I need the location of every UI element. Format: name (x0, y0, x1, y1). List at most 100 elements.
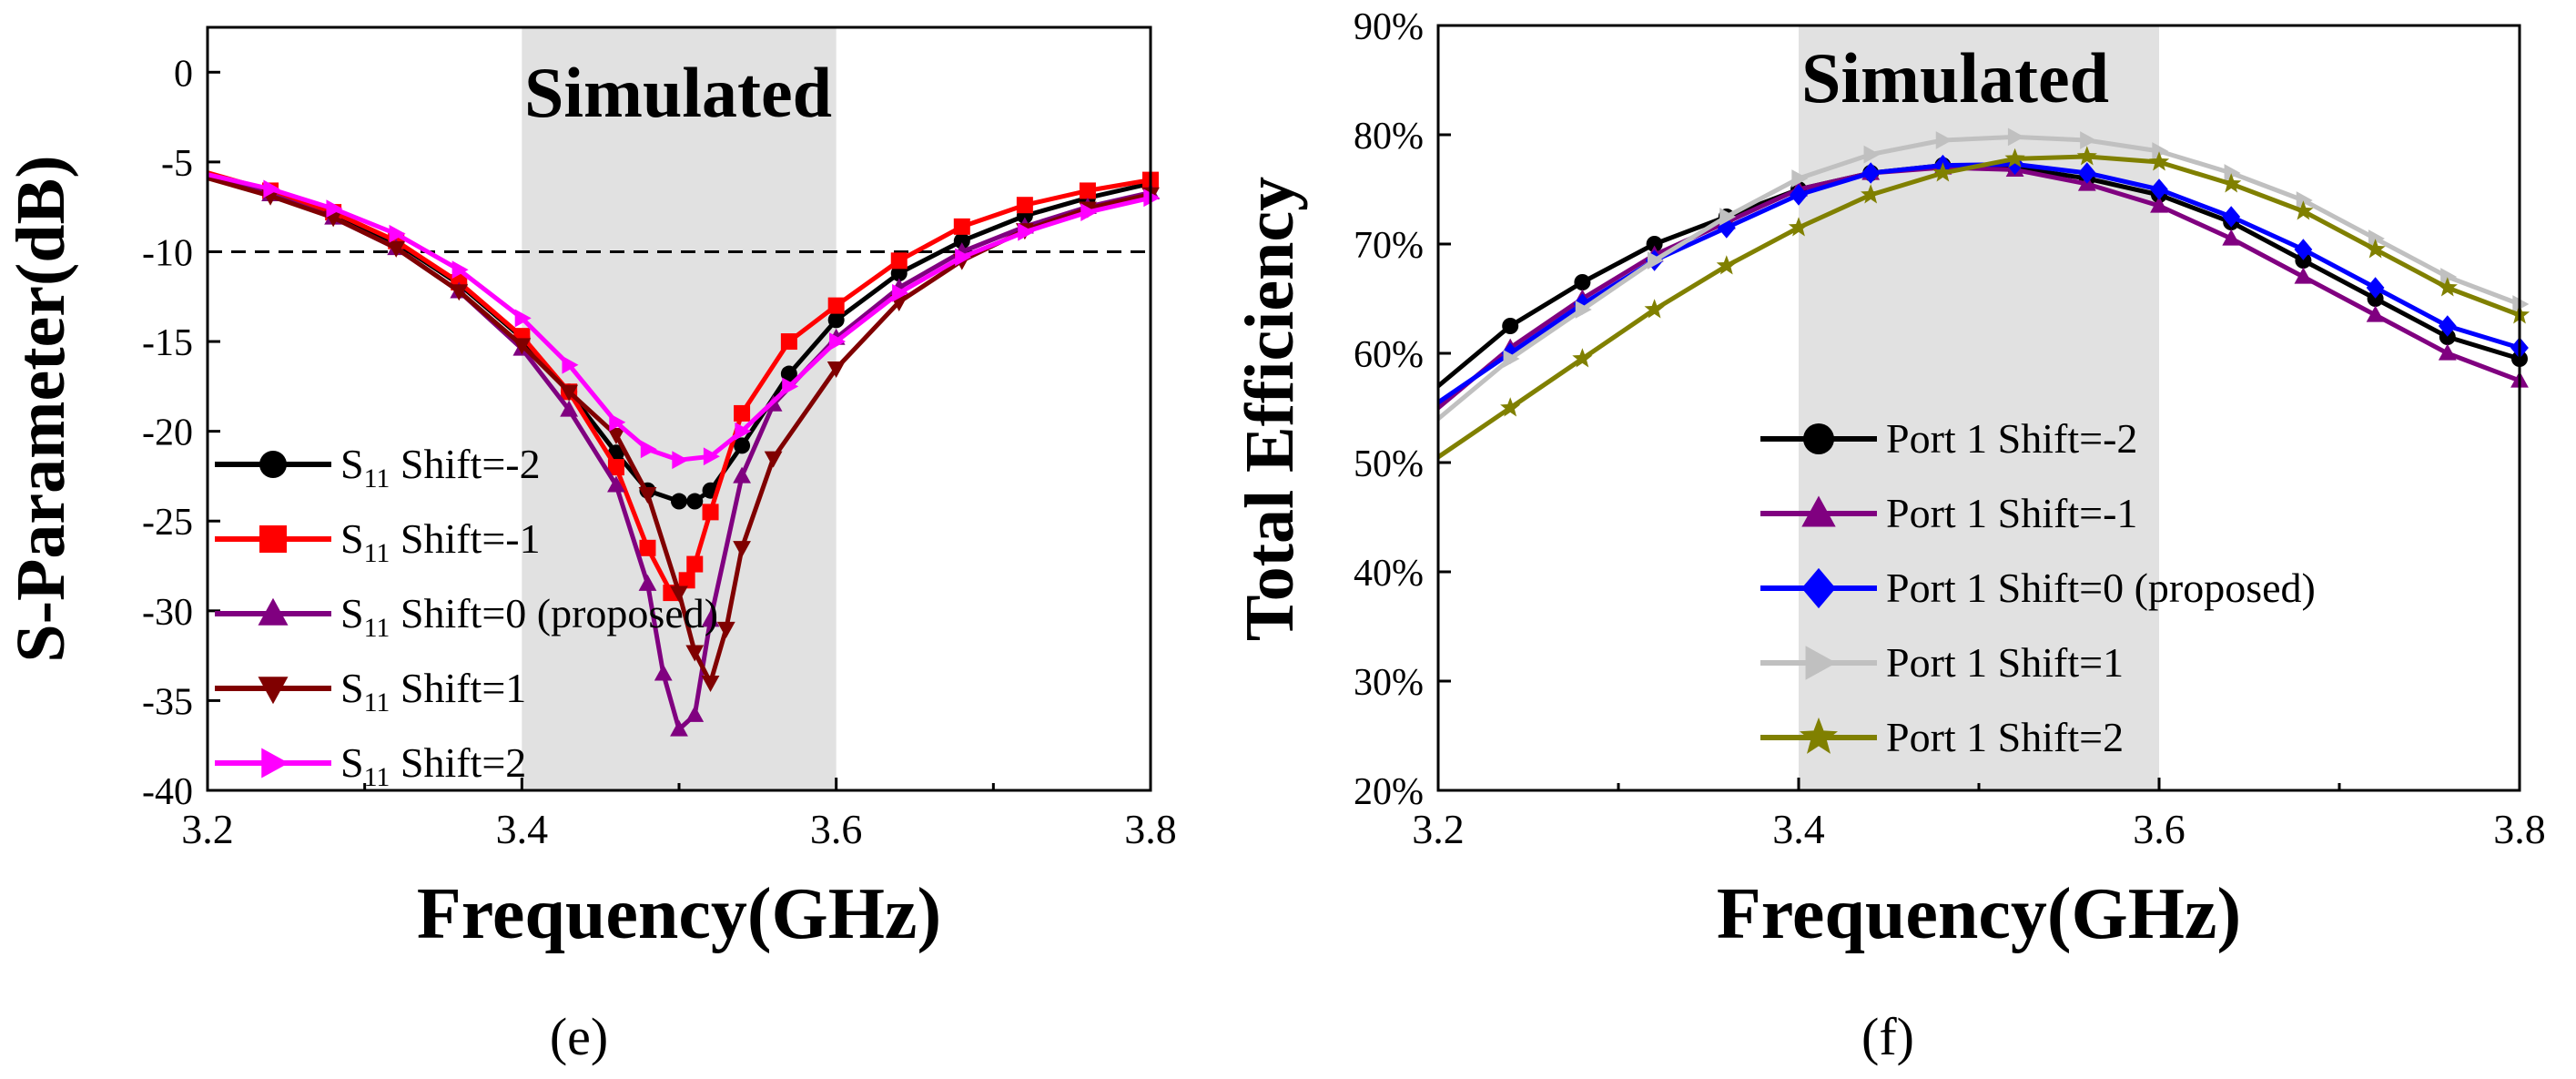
data-point (685, 705, 705, 722)
legend-item-3: S11 Shift=0 (proposed) (215, 590, 718, 643)
data-point (2294, 267, 2313, 284)
data-point (2148, 151, 2170, 171)
data-point (703, 447, 720, 466)
panel-e-s-parameter-chart: Simulated 3.2 3.4 3.6 3.8 0 -5 -10 -15 -20 -25 -30… (3, 25, 1177, 1066)
data-point (639, 539, 656, 556)
x-tick-label: 3.2 (1412, 806, 1465, 852)
data-point (562, 355, 579, 374)
data-point (1646, 236, 1663, 252)
legend-label-subscript: 11 (364, 613, 390, 643)
y-tick-label: -5 (161, 143, 193, 185)
data-point (1791, 169, 1809, 188)
data-point (827, 297, 845, 314)
legend-marker (1800, 717, 1838, 754)
legend-label: S11 Shift=1 (340, 665, 526, 718)
data-point (685, 645, 705, 662)
data-point (829, 332, 847, 351)
legend-label-prefix: S (340, 665, 364, 711)
legend-label: Port 1 Shift=0 (proposed) (1886, 565, 2316, 611)
data-point (2365, 239, 2386, 259)
data-point (686, 555, 704, 573)
data-point (701, 610, 720, 627)
panel-e-y-axis-title: S-Parameter(dB) (3, 155, 79, 662)
panel-e-caption: (e) (550, 1007, 608, 1066)
data-point (2367, 290, 2384, 307)
data-point (2296, 191, 2313, 209)
data-point (1935, 131, 1952, 149)
data-point (1932, 162, 1953, 182)
series-line (1436, 165, 2520, 410)
data-point (890, 252, 908, 270)
data-point (607, 427, 625, 444)
data-point (654, 664, 673, 681)
legend-label-prefix: S (340, 739, 364, 786)
data-point (1573, 293, 1592, 315)
panel-e-x-axis-title: Frequency(GHz) (417, 874, 941, 954)
legend-item-4: Port 1 Shift=1 (1760, 639, 2124, 686)
data-point (2368, 229, 2385, 248)
data-point (733, 541, 751, 558)
legend-item-5: Port 1 Shift=2 (1760, 714, 2124, 760)
data-point (1647, 251, 1664, 270)
data-point (560, 384, 579, 402)
legend-label-subscript: 11 (364, 538, 390, 568)
shaded-band-rect (522, 27, 837, 790)
data-point (764, 451, 783, 468)
data-point (638, 574, 657, 591)
data-point (512, 338, 532, 355)
legend-label-prefix: S (340, 441, 364, 487)
y-tick-label: 40% (1354, 553, 1424, 595)
y-tick-label: -15 (142, 322, 193, 364)
data-point (451, 260, 469, 280)
legend-marker (261, 748, 289, 779)
data-point (2080, 131, 2097, 149)
data-point (1861, 162, 1881, 184)
panel-f-series (1436, 127, 2530, 460)
panel-e-series (207, 170, 1161, 737)
legend-label-subscript: 11 (364, 687, 390, 718)
data-point (326, 199, 343, 219)
data-point (1574, 274, 1591, 290)
data-point (734, 437, 751, 454)
data-point (2295, 252, 2312, 269)
y-tick-label: 20% (1354, 771, 1424, 813)
panel-e-annotation: Simulated (524, 53, 832, 132)
legend-marker (258, 677, 289, 705)
legend-marker (1801, 495, 1836, 527)
legend-label-suffix: Shift=2 (390, 739, 526, 786)
data-point (1717, 217, 1736, 239)
legend-item-1: Port 1 Shift=-2 (1760, 415, 2137, 462)
data-point (1079, 182, 1096, 199)
data-point (514, 309, 532, 328)
series-5 (207, 172, 1161, 470)
data-point (1016, 197, 1033, 214)
data-point (955, 248, 972, 267)
legend-label-prefix: S (340, 590, 364, 636)
data-point (2366, 277, 2385, 299)
data-point (670, 585, 688, 603)
legend-label: S11 Shift=0 (proposed) (340, 590, 718, 643)
data-point (2007, 127, 2024, 147)
panel-f-total-efficiency-chart: Simulated 3.2 3.4 3.6 3.8 20% 30% 40% 50% 60% 70%… (1232, 6, 2546, 1066)
data-point (2076, 146, 2097, 166)
data-point (560, 400, 579, 417)
data-point (2440, 268, 2458, 286)
y-tick-label: -35 (142, 681, 193, 723)
panel-e-axes: 3.2 3.4 3.6 3.8 0 -5 -10 -15 -20 -25 -30 -35 -40 (142, 53, 1177, 852)
data-point (701, 676, 720, 693)
data-point (638, 487, 657, 504)
data-point (607, 459, 624, 476)
data-point (702, 504, 719, 521)
series-line (1436, 154, 2520, 460)
x-tick-label: 3.4 (496, 806, 549, 852)
legend-label: Port 1 Shift=1 (1886, 639, 2124, 686)
data-point (780, 365, 797, 382)
data-point (2150, 178, 2168, 200)
data-point (671, 493, 687, 510)
panel-f-y-axis-title: Total Efficiency (1232, 177, 1308, 641)
legend-item-2: Port 1 Shift=-1 (1760, 490, 2137, 536)
legend-label-suffix: Shift=-2 (390, 441, 540, 487)
data-point (733, 466, 751, 484)
